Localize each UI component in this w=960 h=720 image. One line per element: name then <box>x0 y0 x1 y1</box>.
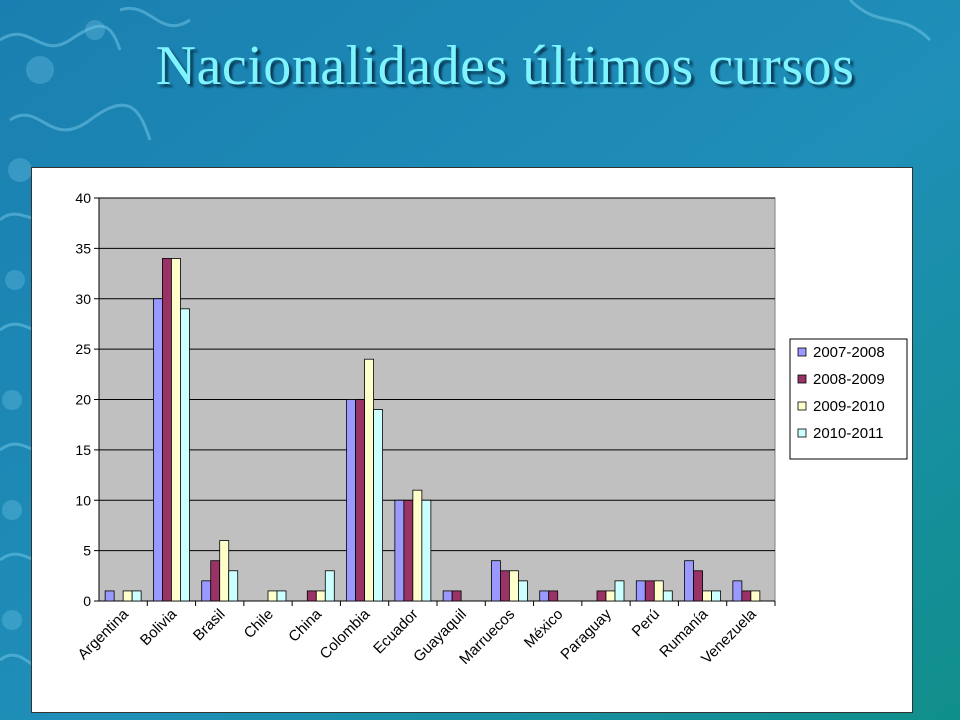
x-tick-label: Colombia <box>317 605 374 662</box>
bar <box>162 258 172 602</box>
bar <box>104 590 115 602</box>
bar <box>702 590 712 602</box>
bar <box>741 590 752 602</box>
bar <box>635 580 646 602</box>
bar <box>750 590 761 602</box>
bar <box>732 580 743 602</box>
bar <box>276 590 287 602</box>
y-tick-label: 40 <box>75 190 91 206</box>
legend-label: 2007-2008 <box>813 344 885 361</box>
bar <box>412 489 423 602</box>
y-tick-label: 25 <box>75 341 91 357</box>
legend-swatch <box>797 428 807 438</box>
bar <box>210 560 221 602</box>
bar-chart: 0 5 10 15 20 25 30 35 40 Argentina Bolivia Brasil Ch… <box>75 190 908 668</box>
y-tick-label: 0 <box>83 593 91 609</box>
bar <box>324 570 335 602</box>
legend <box>789 338 908 460</box>
bar <box>500 570 510 602</box>
bar <box>364 358 374 602</box>
bar <box>394 499 405 602</box>
bar <box>153 298 163 602</box>
bar <box>267 590 278 602</box>
bar <box>131 590 142 602</box>
bar <box>684 560 694 602</box>
x-tick-label: Perú <box>629 606 663 640</box>
bar <box>355 399 365 602</box>
bar <box>596 590 607 602</box>
bar <box>219 540 230 602</box>
bar <box>403 499 414 602</box>
bar <box>539 590 550 602</box>
bar <box>491 560 501 602</box>
bar <box>518 580 528 602</box>
bar <box>693 570 703 602</box>
y-tick-label: 30 <box>75 291 91 307</box>
bar <box>442 590 453 602</box>
chart-panel: 0 5 10 15 20 25 30 35 40 Argentina Bolivia Brasil Ch… <box>31 167 913 713</box>
x-tick-label: Argentina <box>75 605 133 663</box>
y-tick-label: 10 <box>75 492 91 508</box>
bar <box>614 580 625 602</box>
bar <box>201 580 212 602</box>
bar <box>548 590 559 602</box>
x-tick-label: China <box>285 605 325 645</box>
x-tick-label: México <box>521 606 567 652</box>
legend-label: 2008-2009 <box>813 371 885 388</box>
slide-title: Nacionalidades últimos cursos <box>155 35 855 97</box>
bar <box>653 580 664 602</box>
bar <box>315 590 326 602</box>
y-tick-label: 20 <box>75 392 91 408</box>
x-tick-label: Chile <box>241 606 277 642</box>
bar <box>180 308 190 602</box>
bar <box>605 590 616 602</box>
bar <box>711 590 721 602</box>
y-tick-label: 15 <box>75 442 91 458</box>
bar <box>662 590 673 602</box>
bar <box>644 580 655 602</box>
bar <box>509 570 519 602</box>
x-tick-label: Brasil <box>190 606 229 645</box>
y-tick-label: 5 <box>83 543 91 559</box>
legend-swatch <box>797 347 807 357</box>
legend-label: 2009-2010 <box>813 398 885 415</box>
bar <box>171 258 181 602</box>
bar <box>451 590 462 602</box>
x-tick-label: Bolivia <box>137 605 181 649</box>
bar <box>228 570 239 602</box>
bar <box>346 399 356 602</box>
legend-swatch <box>797 374 807 384</box>
x-tick-label: Paraguay <box>557 605 615 663</box>
legend-swatch <box>797 401 807 411</box>
bar <box>306 590 317 602</box>
legend-label: 2010-2011 <box>813 425 884 442</box>
bar <box>421 499 432 602</box>
bar <box>373 409 383 602</box>
bar <box>122 590 133 602</box>
y-tick-label: 35 <box>75 240 91 256</box>
